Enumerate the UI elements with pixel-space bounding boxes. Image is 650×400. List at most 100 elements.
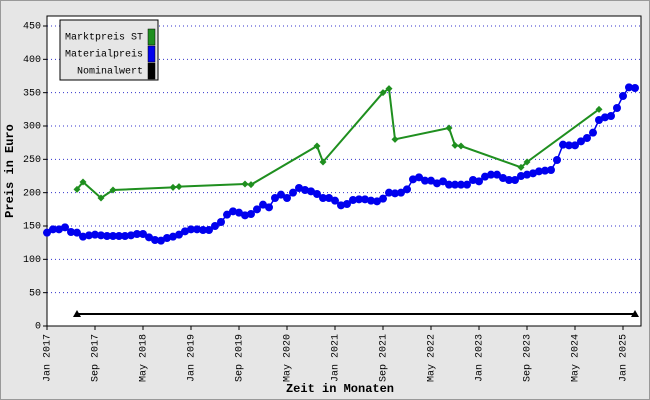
point (241, 211, 249, 220)
point (631, 310, 639, 317)
point (379, 194, 387, 203)
x-tick-label: Sep 2023 (523, 334, 534, 382)
point (517, 163, 525, 171)
point (313, 190, 321, 198)
point (235, 208, 243, 217)
point (103, 232, 111, 240)
point (493, 170, 501, 179)
point (97, 231, 105, 240)
point (187, 225, 195, 234)
point (313, 142, 321, 150)
legend-swatch (147, 62, 156, 80)
x-tick-label: Jan 2025 (619, 334, 630, 382)
point (367, 196, 375, 205)
point (247, 181, 255, 189)
point (349, 196, 357, 204)
point (415, 173, 423, 182)
point (73, 310, 81, 317)
legend-label: Marktpreis ST (65, 32, 143, 44)
point (625, 83, 633, 92)
point (217, 218, 225, 226)
point (595, 105, 603, 113)
y-tick-label: 100 (23, 255, 41, 266)
point (601, 113, 609, 122)
point (133, 230, 141, 238)
point (517, 172, 525, 180)
legend-swatch (147, 28, 156, 46)
point (319, 158, 327, 166)
point (565, 141, 573, 150)
point (373, 197, 381, 206)
point (505, 176, 513, 184)
legend-label: Materialpreis (65, 49, 143, 61)
point (613, 104, 621, 112)
point (43, 228, 51, 237)
y-tick-label: 150 (23, 222, 41, 233)
point (127, 231, 135, 240)
point (271, 194, 279, 202)
point (391, 189, 399, 198)
point (85, 231, 93, 240)
point (355, 195, 363, 204)
point (109, 186, 117, 194)
point (487, 170, 495, 179)
point (139, 230, 147, 238)
y-tick-label: 50 (29, 288, 41, 299)
point (175, 230, 183, 239)
point (571, 141, 579, 150)
x-tick-label: Sep 2019 (235, 334, 246, 382)
y-tick-label: 350 (23, 88, 41, 99)
point (277, 190, 285, 199)
point (91, 230, 99, 239)
point (619, 92, 627, 100)
x-tick-label: May 2024 (571, 334, 582, 382)
point (457, 180, 465, 189)
point (109, 232, 117, 240)
point (583, 134, 591, 142)
point (343, 200, 351, 208)
point (541, 166, 549, 175)
point (337, 201, 345, 210)
point (73, 228, 81, 237)
point (607, 112, 615, 120)
y-tick-label: 450 (23, 22, 41, 33)
point (115, 232, 123, 240)
point (523, 158, 531, 166)
point (49, 225, 57, 234)
y-axis-title: Preis in Euro (3, 124, 17, 218)
point (67, 228, 75, 236)
x-tick-label: Sep 2017 (91, 334, 102, 382)
point (469, 176, 477, 184)
point (595, 116, 603, 124)
point (301, 186, 309, 194)
point (445, 124, 453, 132)
x-tick-label: Sep 2021 (379, 334, 390, 382)
point (325, 194, 333, 202)
point (547, 166, 555, 174)
point (259, 200, 267, 209)
x-tick-label: Jan 2023 (475, 334, 486, 382)
point (577, 137, 585, 146)
point (265, 203, 273, 212)
point (427, 176, 435, 185)
point (463, 180, 471, 189)
point (121, 232, 129, 240)
point (289, 188, 297, 197)
point (199, 226, 207, 234)
point (475, 177, 483, 186)
point (331, 196, 339, 205)
x-tick-label: May 2022 (427, 334, 438, 382)
plot-border (46, 15, 642, 327)
x-tick-label: Jan 2017 (43, 334, 54, 382)
y-tick-label: 300 (23, 122, 41, 133)
point (511, 176, 519, 184)
y-tick-label: 400 (23, 55, 41, 66)
y-tick-label: 250 (23, 155, 41, 166)
point (253, 205, 261, 214)
point (559, 140, 567, 149)
point (589, 128, 597, 137)
point (175, 183, 183, 191)
point (385, 85, 393, 93)
